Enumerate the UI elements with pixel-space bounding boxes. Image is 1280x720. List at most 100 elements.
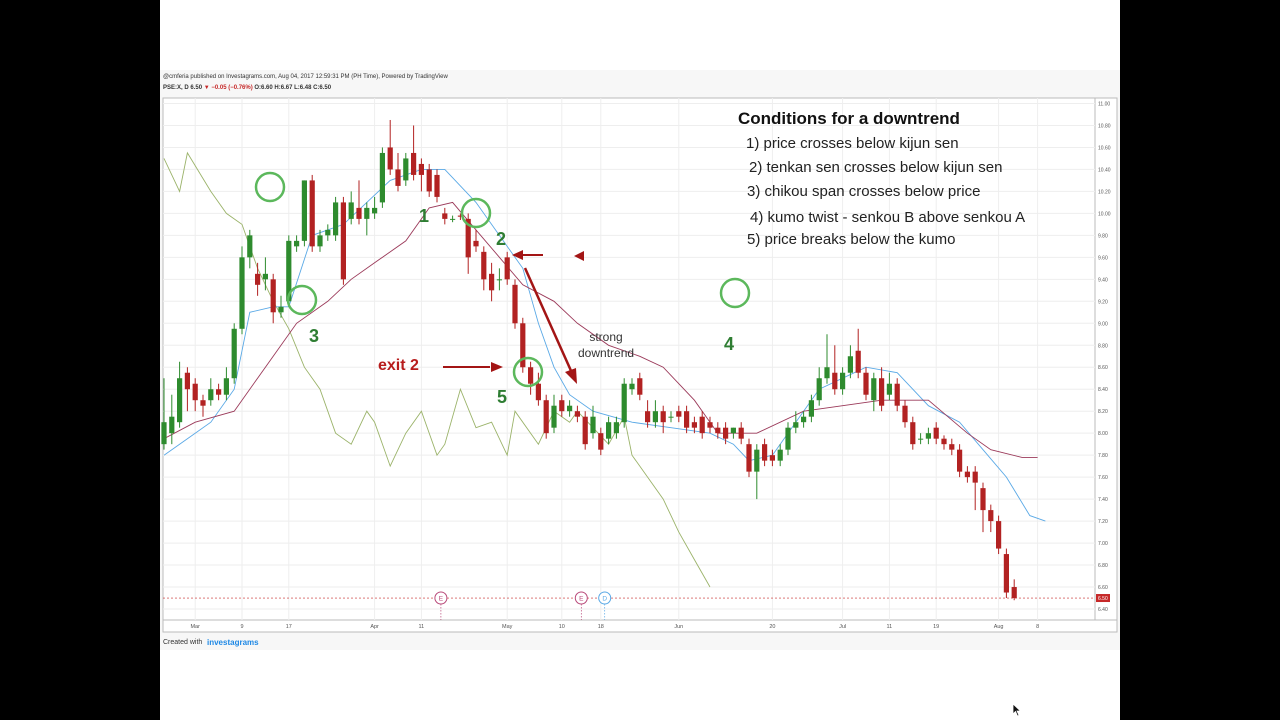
candle-down bbox=[645, 411, 651, 423]
y-tick-label: 7.80 bbox=[1098, 453, 1108, 459]
candle-up bbox=[286, 240, 292, 302]
candle-down bbox=[582, 416, 588, 445]
candle-up bbox=[793, 422, 799, 428]
event-marker bbox=[434, 591, 448, 605]
candle-down bbox=[691, 422, 697, 428]
marker-3: 3 bbox=[309, 326, 320, 346]
candle-down bbox=[910, 422, 916, 445]
candle-up bbox=[816, 378, 822, 401]
candle-up bbox=[754, 449, 760, 472]
candle-down bbox=[340, 202, 346, 280]
y-tick-label: 8.20 bbox=[1098, 409, 1108, 415]
candle-up bbox=[652, 411, 658, 423]
y-tick-label: 11.00 bbox=[1098, 101, 1110, 107]
candle-down bbox=[863, 372, 869, 395]
condition-1: 1) price crosses below kijun sen bbox=[746, 135, 959, 152]
x-tick-label: May bbox=[502, 624, 513, 630]
event-label: D bbox=[602, 596, 607, 603]
candle-down bbox=[309, 180, 315, 247]
exit-label: exit 2 bbox=[378, 357, 419, 374]
chikou-span bbox=[163, 151, 711, 588]
y-tick-label: 7.00 bbox=[1098, 541, 1108, 547]
y-tick-label: 7.60 bbox=[1098, 475, 1108, 481]
candle-down bbox=[192, 383, 198, 401]
candle-up bbox=[801, 416, 807, 423]
candle-up bbox=[496, 279, 502, 281]
candle-up bbox=[777, 449, 783, 461]
x-tick-label: 20 bbox=[769, 624, 775, 630]
candle-up bbox=[551, 405, 557, 428]
y-tick-label: 10.80 bbox=[1098, 123, 1111, 129]
candle-up bbox=[247, 235, 253, 258]
candle-down bbox=[738, 427, 744, 439]
strong-downtrend-line1: strong bbox=[589, 330, 623, 344]
downtrend-arrow-shaft bbox=[523, 267, 574, 374]
x-tick-label: 18 bbox=[598, 624, 604, 630]
candle-down bbox=[964, 471, 970, 478]
candle-down bbox=[855, 350, 861, 373]
marker-1: 1 bbox=[419, 206, 430, 226]
candle-down bbox=[574, 411, 580, 417]
created-with-label: Created with bbox=[163, 639, 203, 646]
candle-down bbox=[489, 273, 495, 291]
last-price-badge bbox=[1096, 594, 1110, 603]
candle-up bbox=[379, 152, 385, 203]
condition-5: 5) price breaks below the kumo bbox=[747, 231, 956, 248]
candle-up bbox=[223, 378, 229, 395]
candle-up bbox=[621, 383, 627, 423]
candle-up bbox=[629, 383, 635, 390]
marker-4: 4 bbox=[724, 334, 735, 354]
x-tick-label: 8 bbox=[1036, 624, 1039, 630]
investagrams-logo[interactable]: investagrams bbox=[207, 638, 259, 647]
candle-down bbox=[996, 521, 1002, 549]
candle-down bbox=[465, 218, 471, 258]
marker-5: 5 bbox=[497, 387, 508, 407]
candle-down bbox=[699, 416, 705, 434]
candle-down bbox=[387, 147, 393, 170]
candle-up bbox=[169, 416, 175, 434]
candle-up bbox=[613, 422, 619, 434]
strong-downtrend-label: strong downtrend bbox=[578, 329, 634, 361]
candle-down bbox=[216, 389, 222, 395]
publish-info: @cmferia published on Investagrams.com, … bbox=[163, 74, 448, 80]
y-tick-label: 9.20 bbox=[1098, 299, 1108, 305]
y-tick-label: 10.00 bbox=[1098, 211, 1111, 217]
symbol-header: PSE:X, D 6.50 ▼ −0.05 (−0.76%) O:6.60 H:… bbox=[163, 85, 331, 91]
candle-down bbox=[988, 510, 994, 522]
candle-up bbox=[886, 383, 892, 395]
candle-down bbox=[676, 411, 682, 417]
candle-up bbox=[208, 389, 214, 401]
chart-panel: @cmferia published on Investagrams.com, … bbox=[160, 70, 1120, 650]
candle-up bbox=[840, 372, 846, 390]
price-change: −0.05 (−0.76%) bbox=[211, 85, 253, 91]
candle-down bbox=[528, 367, 534, 384]
candle-up bbox=[403, 158, 409, 181]
candle-up bbox=[824, 367, 830, 379]
candle-down bbox=[255, 273, 261, 285]
event-label: E bbox=[439, 596, 444, 603]
time-axis bbox=[162, 619, 1118, 633]
left-arrow-head bbox=[512, 250, 523, 260]
candle-up bbox=[262, 273, 268, 280]
candle-down bbox=[715, 427, 721, 434]
x-tick-label: Jun bbox=[674, 624, 683, 630]
candle-down bbox=[270, 279, 276, 313]
candle-down bbox=[481, 251, 487, 280]
x-tick-label: 19 bbox=[933, 624, 939, 630]
down-triangle-icon: ▼ bbox=[203, 85, 210, 91]
candle-up bbox=[231, 328, 237, 379]
candle-up bbox=[239, 257, 245, 329]
candle-up bbox=[278, 306, 284, 313]
small-arrow-head bbox=[574, 251, 584, 261]
candle-down bbox=[660, 411, 666, 423]
candle-down bbox=[418, 163, 424, 175]
candle-down bbox=[832, 372, 838, 390]
candle-down bbox=[356, 207, 362, 219]
candle-down bbox=[902, 405, 908, 423]
signal-circle-3 bbox=[286, 284, 318, 316]
candle-down bbox=[894, 383, 900, 406]
x-tick-label: 17 bbox=[286, 624, 292, 630]
candle-up bbox=[325, 229, 331, 236]
downtrend-arrow-head bbox=[565, 368, 577, 384]
candle-up bbox=[925, 433, 931, 439]
